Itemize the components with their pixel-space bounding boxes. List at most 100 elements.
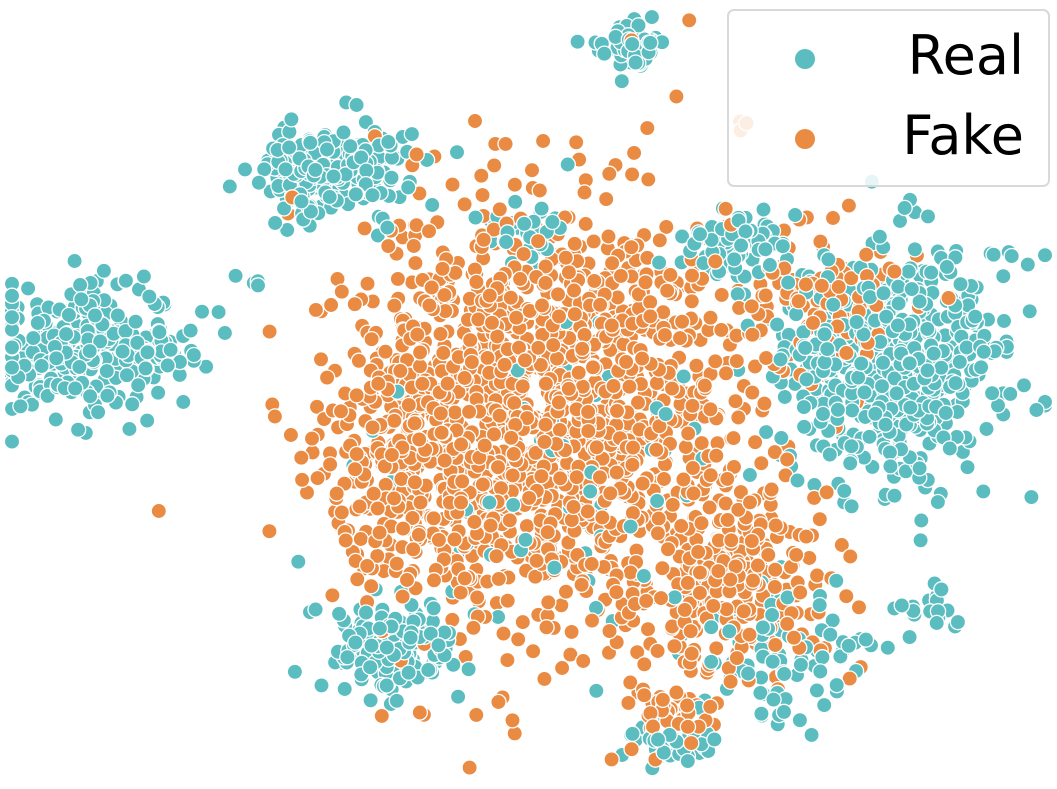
point-fake xyxy=(362,577,380,595)
point-fake xyxy=(743,532,761,550)
point-real xyxy=(371,620,389,637)
point-real xyxy=(642,34,659,52)
point-fake xyxy=(411,344,429,361)
point-fake xyxy=(680,12,698,29)
point-fake xyxy=(640,171,657,188)
point-fake xyxy=(479,349,496,367)
point-fake xyxy=(386,297,403,314)
point-real xyxy=(821,446,839,463)
point-real xyxy=(836,482,853,500)
point-fake xyxy=(565,498,582,516)
point-fake xyxy=(261,522,278,540)
point-fake xyxy=(648,441,665,459)
point-real xyxy=(402,629,419,646)
point-fake xyxy=(683,645,700,662)
point-fake xyxy=(639,119,656,137)
point-fake xyxy=(662,266,679,284)
point-fake xyxy=(433,424,450,441)
point-fake xyxy=(463,353,481,371)
point-fake xyxy=(434,260,451,278)
point-fake xyxy=(813,277,831,295)
point-real xyxy=(364,186,381,204)
point-fake xyxy=(719,470,736,488)
point-real xyxy=(737,223,754,240)
point-real xyxy=(318,141,336,158)
point-real xyxy=(757,423,775,441)
point-fake xyxy=(566,305,584,323)
point-real xyxy=(388,692,406,710)
point-fake xyxy=(588,439,605,456)
point-fake xyxy=(659,540,677,558)
point-fake xyxy=(488,328,506,345)
point-fake xyxy=(430,531,448,549)
point-fake xyxy=(642,704,659,722)
point-real xyxy=(820,251,837,268)
point-real xyxy=(741,466,759,484)
point-fake xyxy=(804,314,822,332)
point-fake xyxy=(321,456,339,473)
point-real xyxy=(900,263,917,280)
point-real xyxy=(420,661,437,679)
point-fake xyxy=(485,426,503,443)
point-real xyxy=(210,303,227,321)
point-fake xyxy=(778,451,796,468)
point-fake xyxy=(746,358,764,375)
point-fake xyxy=(514,613,532,631)
point-real xyxy=(425,600,442,617)
point-real xyxy=(928,614,945,632)
point-real xyxy=(822,626,839,643)
point-fake xyxy=(550,308,568,325)
point-fake xyxy=(398,571,416,589)
point-real xyxy=(673,228,691,245)
point-real xyxy=(811,596,828,614)
point-real xyxy=(3,359,21,376)
point-fake xyxy=(605,377,622,395)
point-fake xyxy=(629,394,647,411)
point-real xyxy=(378,677,395,694)
point-real xyxy=(949,613,967,631)
point-fake xyxy=(842,548,859,565)
point-fake xyxy=(753,454,770,472)
point-fake xyxy=(842,269,860,287)
point-fake xyxy=(350,352,368,370)
point-real xyxy=(675,368,692,385)
point-real xyxy=(581,483,599,500)
point-real xyxy=(725,251,743,268)
point-real xyxy=(504,496,522,514)
point-real xyxy=(1002,385,1019,403)
point-fake xyxy=(359,275,376,292)
point-real xyxy=(857,631,875,648)
point-real xyxy=(861,288,879,306)
point-fake xyxy=(641,293,659,311)
point-fake xyxy=(666,637,683,655)
point-real xyxy=(25,329,42,347)
point-fake xyxy=(672,517,690,535)
point-fake xyxy=(333,504,351,521)
point-real xyxy=(546,559,563,576)
point-fake xyxy=(349,571,366,588)
point-fake xyxy=(439,375,456,392)
point-real xyxy=(913,512,930,529)
point-fake xyxy=(412,494,429,511)
point-fake xyxy=(492,479,510,497)
point-fake xyxy=(591,469,609,486)
point-fake xyxy=(461,331,479,349)
point-fake xyxy=(309,469,326,487)
point-fake xyxy=(580,422,597,440)
point-fake xyxy=(818,484,835,501)
point-real xyxy=(19,280,37,297)
point-real xyxy=(250,174,268,191)
point-fake xyxy=(365,485,382,502)
point-fake xyxy=(624,439,642,456)
point-real xyxy=(302,134,319,152)
point-fake xyxy=(553,659,571,677)
point-fake xyxy=(671,329,689,347)
point-real xyxy=(283,111,300,128)
point-fake xyxy=(536,670,553,688)
point-fake xyxy=(668,88,685,105)
point-real xyxy=(867,405,884,423)
point-fake xyxy=(567,134,585,151)
point-real xyxy=(925,345,942,362)
point-real xyxy=(786,206,804,224)
point-fake xyxy=(725,429,742,447)
